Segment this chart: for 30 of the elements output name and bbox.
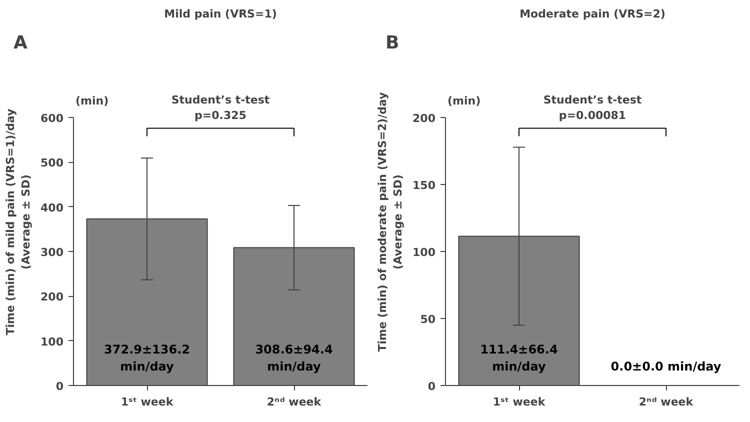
y-tick-label: 50 <box>420 312 436 326</box>
annotation: Student’s t-test p=0.325 <box>171 94 270 122</box>
y-tick-label: 100 <box>40 335 64 348</box>
text: B <box>386 32 400 54</box>
x-tick-label: 2ⁿᵈ week <box>638 396 694 408</box>
text: (min) <box>448 94 481 108</box>
annotation: Student’s t-test p=0.00081 <box>543 94 642 122</box>
y-tick-label: 600 <box>40 112 64 125</box>
data-label: 308.6±94.4 min/day <box>255 342 333 374</box>
chart-title: Moderate pain (VRS=2) <box>520 8 666 20</box>
y-tick-label: 400 <box>40 201 64 214</box>
y-axis-title: Time (min) of moderate pain (VRS=2)/day (Average ± SD) <box>376 92 405 352</box>
x-tick-label: 1ˢᵗ week <box>120 396 174 408</box>
y-tick-label: 150 <box>412 178 436 192</box>
chart-title: Mild pain (VRS=1) <box>164 8 277 20</box>
y-tick-label: 500 <box>40 156 64 170</box>
x-tick-label: 1ˢᵗ week <box>492 396 546 408</box>
y-tick-label: 200 <box>40 290 64 304</box>
y-axis-title: Time (min) of mild pain (VRS=1)/day (Average ± SD) <box>4 108 33 336</box>
y-tick-label: 0 <box>428 380 436 393</box>
text: A <box>14 32 28 54</box>
data-label: 111.4±66.4 min/day <box>480 342 558 374</box>
text: (min) <box>76 94 109 108</box>
y-tick-label: 0 <box>56 380 64 393</box>
x-tick-label: 2ⁿᵈ week <box>266 396 322 408</box>
y-tick-label: 200 <box>412 112 436 125</box>
y-tick-label: 100 <box>412 246 436 259</box>
data-label: 372.9±136.2 min/day <box>104 342 190 374</box>
data-label: 0.0±0.0 min/day <box>610 360 722 374</box>
y-tick-label: 300 <box>40 246 64 259</box>
